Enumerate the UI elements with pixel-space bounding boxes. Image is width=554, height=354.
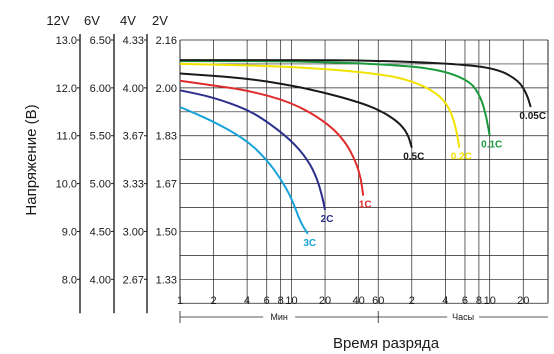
y-tick-label: 13.0 xyxy=(56,35,77,47)
curve-1Cc xyxy=(179,79,365,196)
curve-label: 1C xyxy=(359,200,372,211)
range-label: Мин xyxy=(270,312,288,322)
x-tick-label: 20 xyxy=(517,295,529,307)
y-scale-header: 2V xyxy=(152,13,168,28)
y-tick-label: 4.33 xyxy=(123,35,144,47)
curve-0_05Cc xyxy=(180,59,532,108)
y-tick-label: 4.50 xyxy=(90,226,111,238)
x-axis-title: Время разряда xyxy=(333,335,440,352)
y-tick-label: 2.16 xyxy=(156,35,177,47)
curve-labels: 3C 2C 1C 0.5C 0.2C 0.1C 0.05C xyxy=(303,111,546,249)
x-tick-label: 2 xyxy=(210,295,216,307)
x-tick-label: 1 xyxy=(177,295,183,307)
y-tick-label: 5.00 xyxy=(90,179,111,191)
y-tick-label: 1.50 xyxy=(156,226,177,238)
x-tick-label: 8 xyxy=(278,295,284,307)
x-tick-label: 8 xyxy=(476,295,482,307)
x-tick-label: 4 xyxy=(442,295,448,307)
y-tick-label: 4.00 xyxy=(90,274,111,286)
x-axis-ranges: Мин Часы xyxy=(179,311,548,323)
x-tick-label: 40 xyxy=(352,295,364,307)
x-tick-label: 10 xyxy=(484,295,496,307)
y-axis-title: Напряжение (В) xyxy=(23,104,40,215)
y-tick-label: 5.50 xyxy=(90,131,111,143)
curve-label: 0.5C xyxy=(403,152,424,163)
y-scale-header: 6V xyxy=(84,13,100,28)
y-tick-label: 12.0 xyxy=(56,83,77,95)
range-label: Часы xyxy=(452,312,474,322)
y-tick-label: 2.00 xyxy=(156,83,177,95)
x-tick-label: 60 xyxy=(372,295,384,307)
y-tick-label: 2.67 xyxy=(123,274,144,286)
x-tick-label: 6 xyxy=(462,295,468,307)
x-tick-label: 4 xyxy=(244,295,250,307)
curve-label: 0.1C xyxy=(481,140,502,151)
y-tick-label: 1.83 xyxy=(156,131,177,143)
y-tick-label: 3.00 xyxy=(123,226,144,238)
x-tick-label: 2 xyxy=(409,295,415,307)
curve-3Cc xyxy=(179,106,309,235)
y-tick-label: 1.67 xyxy=(156,179,177,191)
curve-2Cc xyxy=(179,89,326,211)
voltage-scales: 12V 13.0 12.0 11.0 10.0 9.0 8.0 6V 6.50 6.00 5.50 5… xyxy=(46,13,177,314)
curve-0_2Cc xyxy=(179,62,461,148)
y-tick-label: 4.00 xyxy=(123,83,144,95)
curve-label: 2C xyxy=(321,214,334,225)
x-tick-label: 6 xyxy=(264,295,270,307)
y-tick-label: 6.00 xyxy=(90,83,111,95)
curve-label: 3C xyxy=(303,238,316,249)
x-tick-label: 10 xyxy=(285,295,297,307)
curve-0_5Cc xyxy=(179,72,413,148)
x-axis-ticks: 1 2 4 6 8 10 20 40 60 2 4 6 8 10 20 xyxy=(177,295,529,307)
y-tick-label: 9.0 xyxy=(62,226,77,238)
y-tick-label: 3.67 xyxy=(123,131,144,143)
y-scale-header: 4V xyxy=(120,13,136,28)
y-tick-label: 1.33 xyxy=(156,274,177,286)
curve-label: 0.2C xyxy=(451,152,472,163)
y-tick-label: 6.50 xyxy=(90,35,111,47)
y-scale-header: 12V xyxy=(46,13,69,28)
y-tick-label: 8.0 xyxy=(62,274,77,286)
plot-grid xyxy=(179,39,549,304)
y-tick-label: 3.33 xyxy=(123,179,144,191)
x-tick-label: 20 xyxy=(319,295,331,307)
curve-label: 0.05C xyxy=(519,111,546,122)
y-tick-label: 10.0 xyxy=(56,179,77,191)
curve-0_1Cc xyxy=(180,60,491,136)
y-tick-label: 11.0 xyxy=(56,131,77,143)
discharge-curves xyxy=(179,59,532,235)
